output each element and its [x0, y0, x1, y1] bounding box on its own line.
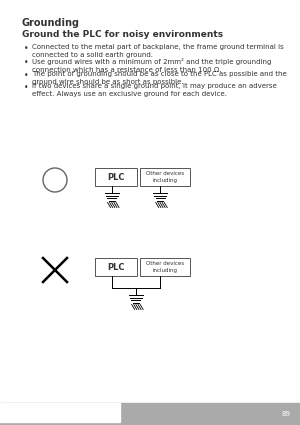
- Text: Use ground wires with a minimum of 2mm² and the triple grounding connection whic: Use ground wires with a minimum of 2mm² …: [32, 58, 272, 73]
- Text: Connected to the metal part of backplane, the frame ground terminal is connected: Connected to the metal part of backplane…: [32, 44, 284, 58]
- Text: •: •: [24, 83, 28, 92]
- Text: If two devices share a single ground point, it may produce an adverse effect. Al: If two devices share a single ground poi…: [32, 83, 277, 97]
- Text: Other devices
including: Other devices including: [146, 261, 184, 272]
- FancyBboxPatch shape: [95, 168, 137, 186]
- Bar: [0, 403, 120, 422]
- Text: 89: 89: [281, 411, 290, 417]
- Text: Ground the PLC for noisy environments: Ground the PLC for noisy environments: [22, 30, 223, 39]
- FancyBboxPatch shape: [140, 258, 190, 276]
- Text: Other devices
including: Other devices including: [146, 171, 184, 183]
- Text: •: •: [24, 44, 28, 53]
- FancyBboxPatch shape: [95, 258, 137, 276]
- Text: PLC: PLC: [107, 263, 125, 272]
- Text: Grounding: Grounding: [22, 18, 80, 28]
- Text: The point of grounding should be as close to the PLC as possible and the ground : The point of grounding should be as clos…: [32, 71, 287, 85]
- Text: •: •: [24, 58, 28, 67]
- Text: •: •: [24, 71, 28, 80]
- Text: PLC: PLC: [107, 173, 125, 181]
- Bar: [0, 403, 300, 425]
- FancyBboxPatch shape: [140, 168, 190, 186]
